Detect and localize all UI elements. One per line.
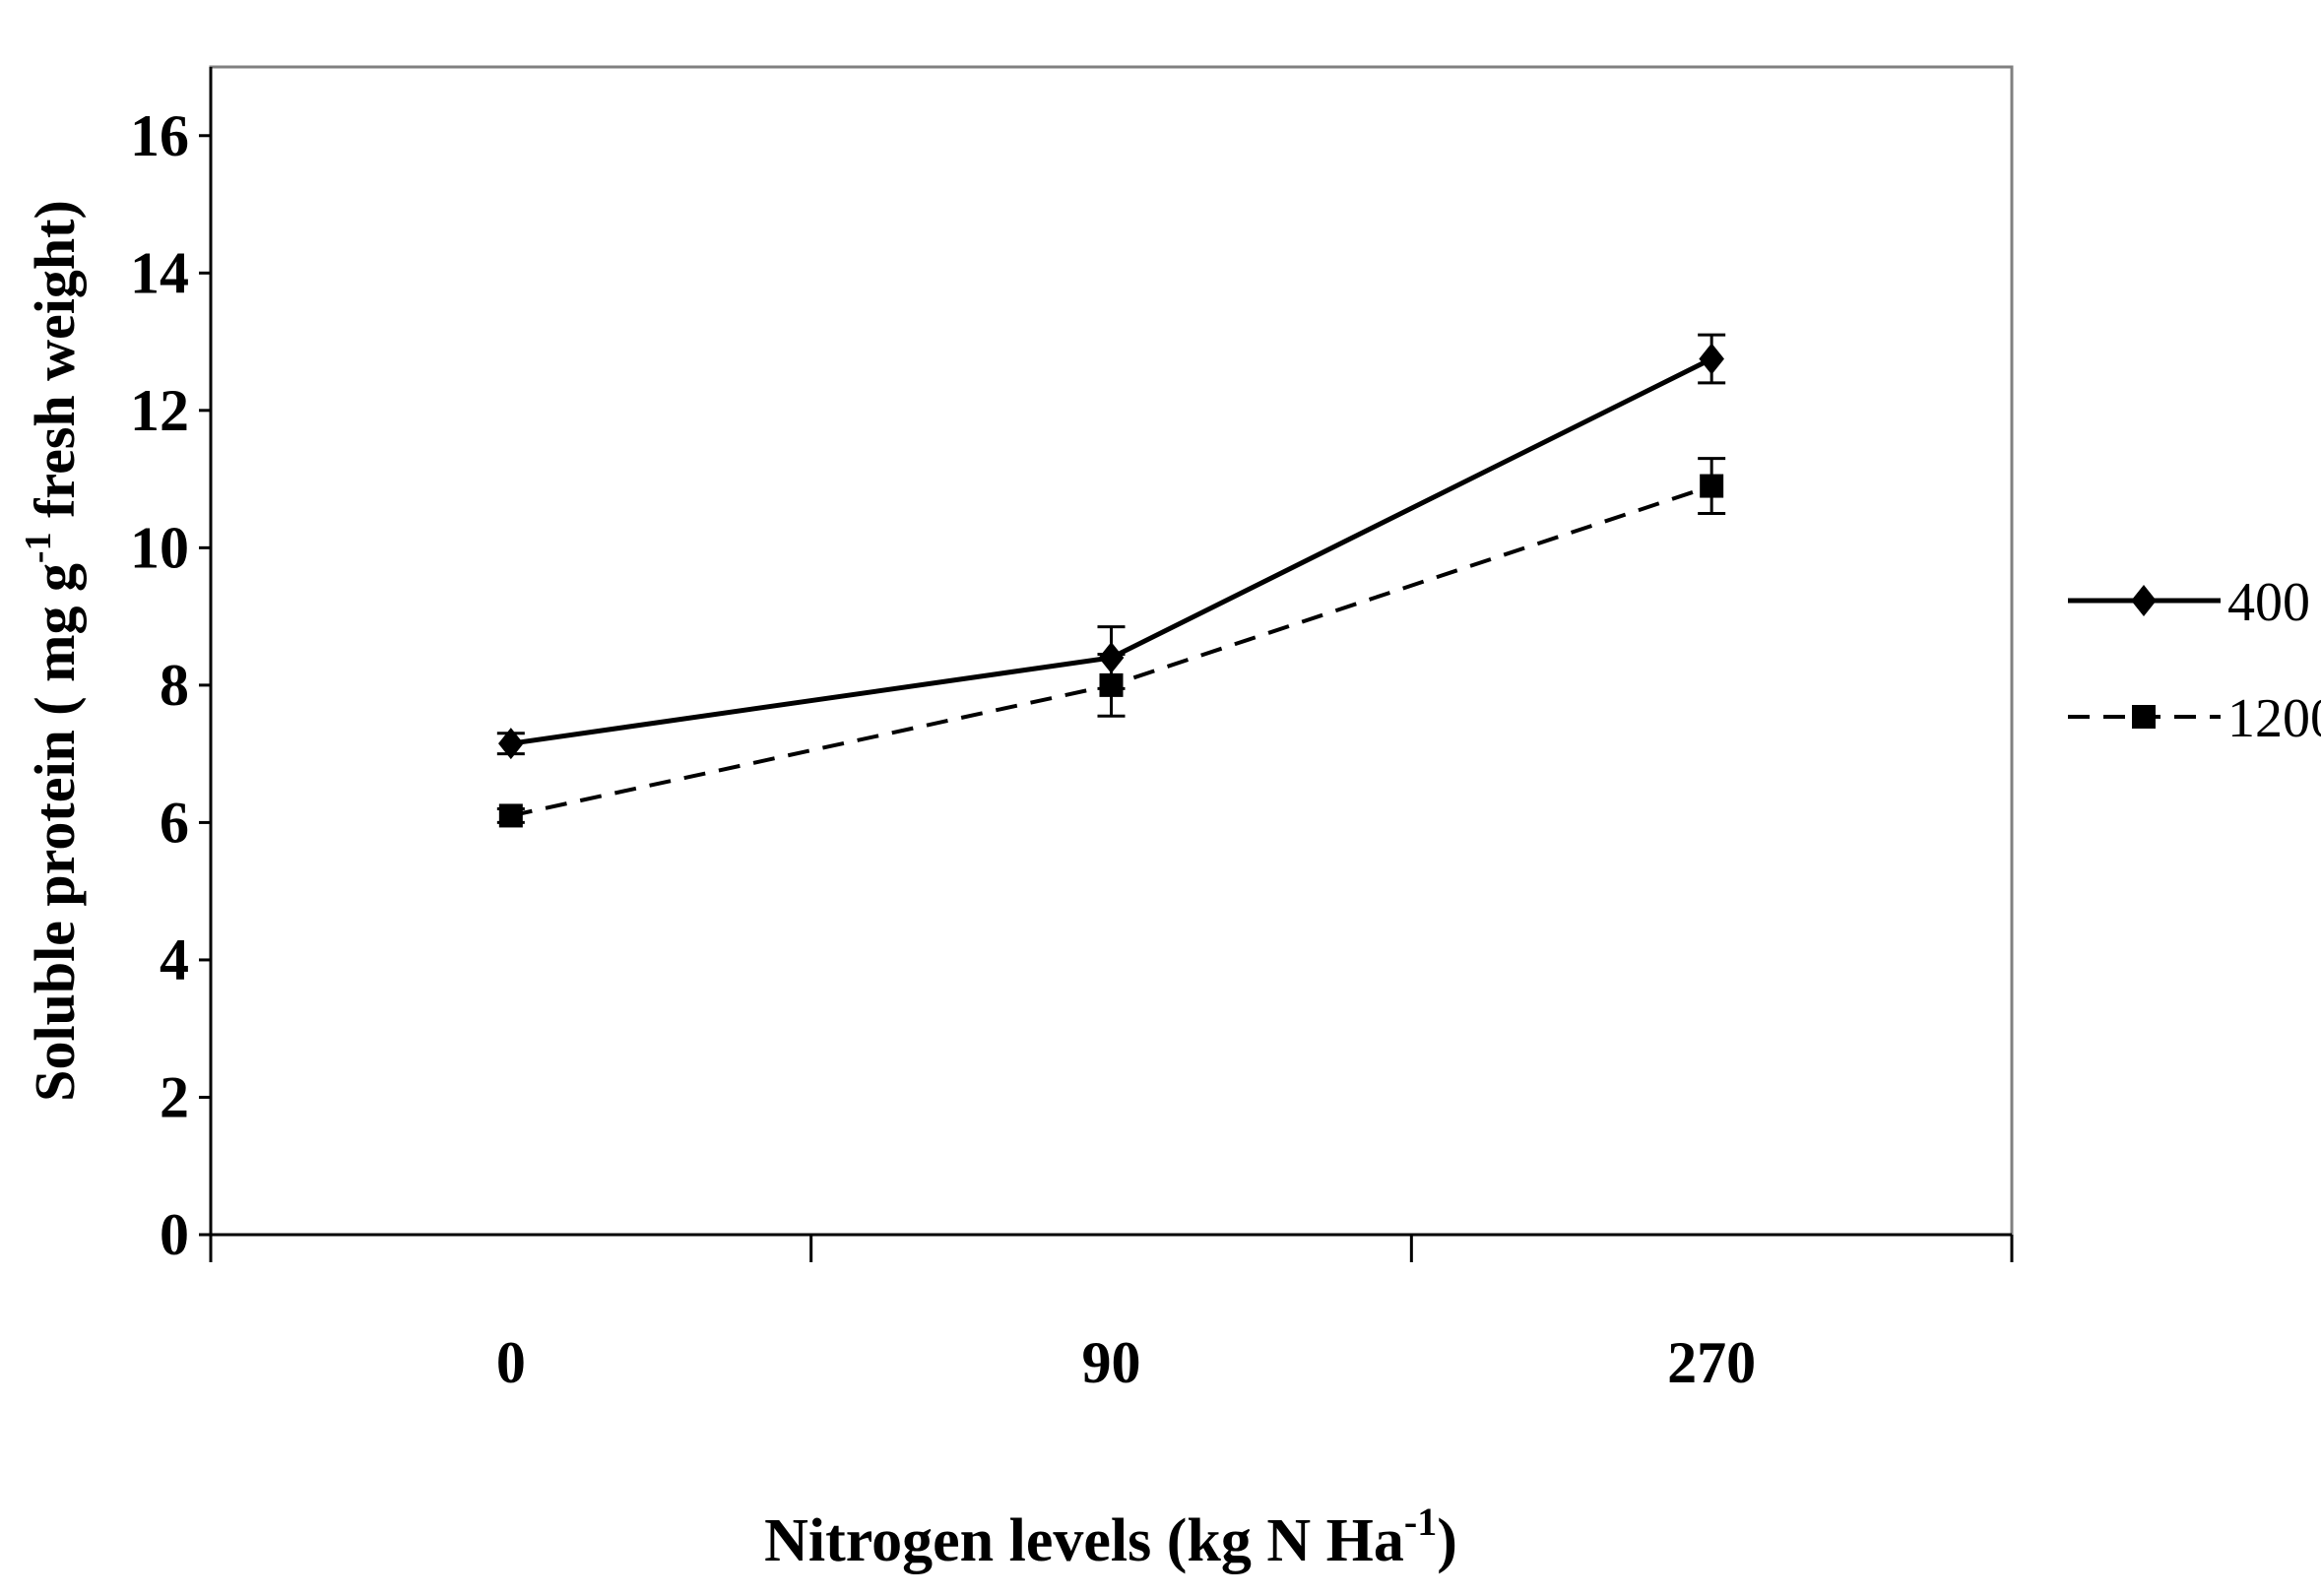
- x-axis-title-main: Nitrogen levels (kg N Ha: [764, 1507, 1404, 1574]
- y-tick-label: 4: [160, 927, 189, 992]
- data-point: [498, 728, 524, 760]
- data-point: [1699, 343, 1724, 375]
- y-tick-label: 8: [160, 653, 189, 718]
- y-tick-label: 16: [130, 103, 189, 168]
- y-tick-label: 14: [130, 240, 189, 305]
- data-point: [498, 803, 523, 828]
- y-axis-title-main: Soluble protein ( mg g: [23, 563, 87, 1102]
- legend-label: 1200: [2227, 688, 2321, 749]
- legend: 400 1200: [2068, 572, 2321, 749]
- series-layer: [496, 333, 1726, 828]
- x-axis: 0 90 270: [209, 1233, 2014, 1395]
- legend-item: 1200: [2068, 688, 2321, 749]
- y-axis-title: Soluble protein ( mg g-1 fresh weight): [18, 200, 87, 1102]
- y-tick-label: 2: [160, 1064, 189, 1129]
- y-tick-label: 6: [160, 790, 189, 855]
- x-axis-title: Nitrogen levels (kg N Ha-1): [764, 1500, 1457, 1574]
- y-axis-title-sup: -1: [18, 532, 59, 563]
- legend-marker: [2132, 705, 2156, 729]
- x-tick-label: 0: [496, 1330, 526, 1395]
- legend-item: 400: [2068, 572, 2310, 633]
- y-tick-label: 0: [160, 1202, 189, 1267]
- y-tick-label: 12: [130, 378, 189, 443]
- y-tick-label: 10: [130, 515, 189, 580]
- data-point: [1700, 474, 1724, 498]
- x-tick-label: 270: [1667, 1330, 1756, 1395]
- legend-label: 400: [2227, 572, 2310, 633]
- y-axis-title-rest: fresh weight): [23, 200, 87, 532]
- x-axis-title-close: ): [1437, 1507, 1457, 1574]
- series-1200: [496, 457, 1726, 828]
- x-tick-label: 90: [1082, 1330, 1141, 1395]
- data-point: [1099, 672, 1124, 697]
- legend-marker: [2131, 585, 2157, 616]
- x-axis-title-sup: -1: [1404, 1500, 1437, 1544]
- y-axis: 0 2 4 6 8 10 12 14 16: [130, 67, 213, 1267]
